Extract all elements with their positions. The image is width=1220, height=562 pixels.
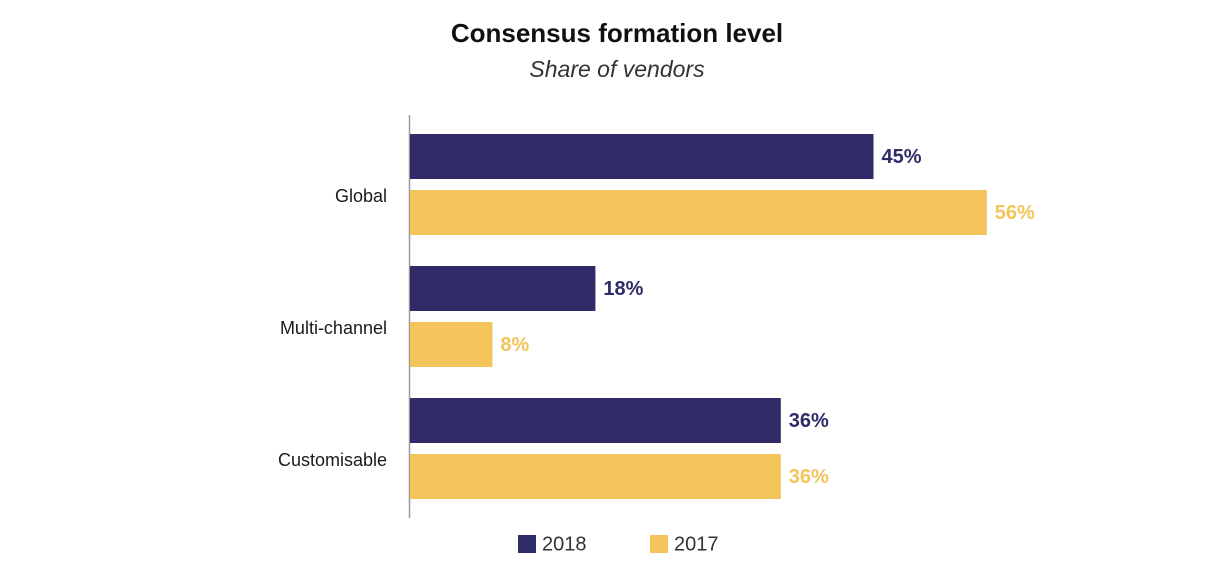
chart-subtitle: Share of vendors — [529, 56, 705, 82]
bars-group: Global 45% 56% Multi-channel 18% 8% Customisab… — [278, 134, 1035, 499]
category-label-global: Global — [335, 186, 387, 206]
value-label-customisable-2017: 36% — [789, 466, 829, 488]
legend-swatch-2017 — [650, 535, 668, 553]
bar-multi-channel-2018 — [410, 266, 596, 311]
chart-title: Consensus formation level — [450, 18, 784, 48]
value-label-global-2017: 56% — [995, 202, 1035, 224]
category-label-customisable: Customisable — [278, 450, 387, 470]
legend-label-2018: 2018 — [542, 533, 587, 555]
bar-multi-channel-2017 — [410, 322, 493, 367]
legend-swatch-2018 — [518, 535, 536, 553]
value-label-customisable-2018: 36% — [789, 410, 829, 432]
bar-global-2017 — [410, 190, 987, 235]
category-label-multi-channel: Multi-channel — [280, 318, 387, 338]
legend: 2018 2017 — [518, 533, 719, 555]
bar-customisable-2017 — [410, 454, 781, 499]
value-label-multi-channel-2018: 18% — [603, 278, 643, 300]
bar-global-2018 — [410, 134, 874, 179]
legend-label-2017: 2017 — [674, 533, 719, 555]
value-label-global-2018: 45% — [882, 146, 922, 168]
bar-customisable-2018 — [410, 398, 781, 443]
value-label-multi-channel-2017: 8% — [500, 334, 529, 356]
